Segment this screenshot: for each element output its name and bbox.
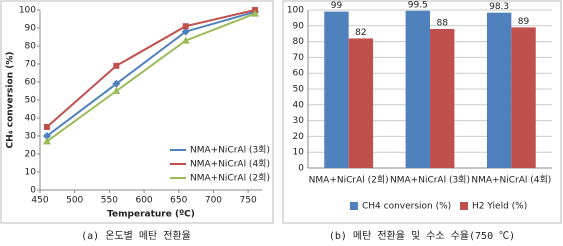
value-label: 82 <box>355 28 366 38</box>
x-tick-label: 450 <box>31 196 48 206</box>
bar <box>486 12 512 168</box>
x-tick-label: 650 <box>170 196 187 206</box>
y-tick-label: 20 <box>293 132 305 142</box>
caption: (b) 메탄 전환율 및 수소 수율(750 ℃) <box>329 230 515 242</box>
marker <box>181 27 190 36</box>
y-tick-label: 90 <box>293 21 305 31</box>
value-label: 89 <box>518 17 530 27</box>
x-axis-title: Temperature (ºC) <box>107 210 195 220</box>
marker <box>181 36 190 44</box>
y-tick-label: 70 <box>293 53 305 63</box>
x-tick-label: NMA+NiCrAl (4회) <box>471 175 551 186</box>
x-tick-label: 500 <box>66 196 83 206</box>
bar <box>348 38 374 168</box>
y-tick-label: 30 <box>25 132 37 142</box>
legend-label: NMA+NiCrAl (3회) <box>190 145 270 156</box>
marker <box>42 137 51 145</box>
marker <box>182 23 189 30</box>
x-tick-label: 550 <box>101 196 118 206</box>
y-axis-title: CH₄ conversion (%) <box>6 52 16 149</box>
x-tick-label: 750 <box>240 196 257 206</box>
y-tick-label: 80 <box>25 42 37 52</box>
legend-swatch <box>460 202 468 210</box>
legend-label: NMA+NiCrAl (4회) <box>190 159 270 170</box>
line <box>46 10 256 137</box>
y-tick-label: 100 <box>19 6 36 16</box>
value-label: 99.5 <box>408 0 428 10</box>
marker <box>112 87 121 94</box>
y-tick-label: 10 <box>293 148 305 158</box>
bar <box>511 27 536 168</box>
x-tick-label: NMA+NiCrAl (3회) <box>390 175 470 186</box>
y-tick-label: 20 <box>25 150 37 160</box>
y-tick-label: 50 <box>25 96 37 106</box>
bar <box>430 28 455 169</box>
y-tick-label: 30 <box>293 116 305 126</box>
legend-swatch <box>350 202 358 210</box>
value-label: 98.3 <box>489 2 509 12</box>
value-label: 88 <box>436 18 448 28</box>
y-tick-label: 90 <box>25 24 37 34</box>
marker <box>251 9 260 17</box>
y-tick-label: 70 <box>25 60 37 70</box>
line <box>46 12 256 143</box>
x-tick-label: 600 <box>135 196 152 206</box>
legend-label: NMA+NiCrAl (2회) <box>190 173 270 184</box>
y-tick-label: 0 <box>298 164 304 174</box>
y-tick-label: 60 <box>293 69 305 79</box>
x-tick-label: 700 <box>205 196 222 206</box>
caption: (a) 온도별 메탄 전환율 <box>81 230 191 242</box>
legend-label: H2 Yield (%) <box>472 202 527 212</box>
panel-a <box>0 0 274 224</box>
y-tick-label: 40 <box>293 100 305 110</box>
marker <box>43 124 50 130</box>
marker <box>112 79 121 88</box>
bar <box>324 11 349 168</box>
marker <box>113 62 120 69</box>
value-label: 99 <box>331 1 343 11</box>
x-tick-label: NMA+NiCrAl (2회) <box>309 175 389 186</box>
line <box>46 9 256 128</box>
y-tick-label: 40 <box>25 114 37 124</box>
y-tick-label: 60 <box>25 78 37 88</box>
y-tick-label: 10 <box>25 168 37 178</box>
y-tick-label: 80 <box>293 37 305 47</box>
marker <box>42 132 51 140</box>
bar <box>405 10 430 169</box>
y-tick-label: 50 <box>293 85 305 95</box>
legend-label: CH4 conversion (%) <box>362 202 451 212</box>
y-tick-label: 0 <box>30 186 36 196</box>
y-tick-label: 100 <box>287 6 304 16</box>
